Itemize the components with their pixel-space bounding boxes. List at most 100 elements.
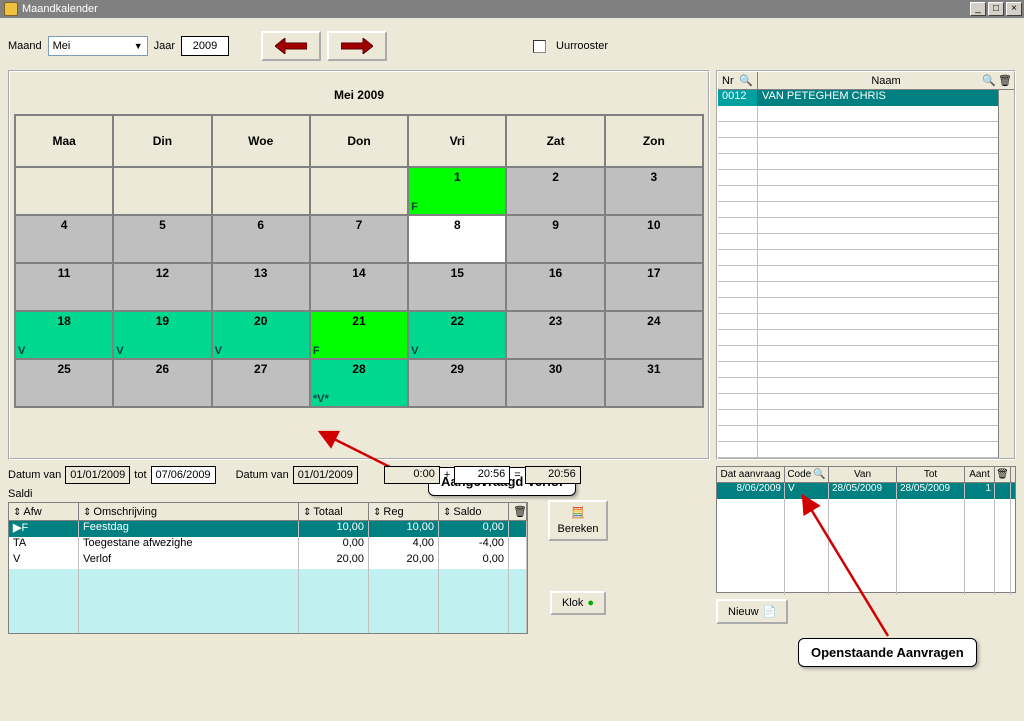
names-header-nr[interactable]: Nr🔍: [718, 72, 758, 89]
calendar-cell: [15, 167, 113, 215]
calendar-cell[interactable]: 23: [506, 311, 604, 359]
calendar-cell[interactable]: 24: [605, 311, 703, 359]
name-row-empty: [718, 394, 998, 410]
req-hdr-code[interactable]: Code🔍: [785, 467, 829, 482]
datum-van-2[interactable]: 01/01/2009: [293, 466, 358, 484]
name-row-empty: [718, 186, 998, 202]
names-panel: Nr🔍 Naam🔍🗑 0012VAN PETEGHEM CHRIS: [716, 70, 1016, 460]
calendar-cell: [212, 167, 310, 215]
calendar-cell[interactable]: 4: [15, 215, 113, 263]
req-hdr-tot[interactable]: Tot: [897, 467, 965, 482]
calendar-panel: Mei 2009 MaaDinWoeDonVriZatZon1F23456789…: [8, 70, 710, 460]
saldi-hdr-tot[interactable]: Totaal: [299, 503, 369, 520]
names-header-naam[interactable]: Naam🔍🗑: [758, 72, 1014, 89]
name-row[interactable]: 0012VAN PETEGHEM CHRIS: [718, 90, 998, 106]
calendar-cell[interactable]: 6: [212, 215, 310, 263]
saldi-row[interactable]: VVerlof20,0020,000,00: [9, 553, 527, 569]
saldi-hdr-del[interactable]: 🗑: [509, 503, 527, 520]
day-header: Woe: [212, 115, 310, 167]
calculator-icon: 🧮: [571, 506, 585, 519]
calendar-cell[interactable]: 15: [408, 263, 506, 311]
calendar-cell[interactable]: 30: [506, 359, 604, 407]
datum-van-1[interactable]: 01/01/2009: [65, 466, 130, 484]
name-row-empty: [718, 266, 998, 282]
nieuw-button[interactable]: Nieuw 📄: [716, 599, 788, 624]
datum-tot-1[interactable]: 07/06/2009: [151, 466, 216, 484]
req-hdr-del[interactable]: 🗑: [995, 467, 1011, 482]
req-hdr-dat[interactable]: Dat aanvraag: [717, 467, 785, 482]
time-1[interactable]: 0:00: [384, 466, 440, 484]
req-hdr-van[interactable]: Van: [829, 467, 897, 482]
saldi-row[interactable]: ▶FFeestdag10,0010,000,00: [9, 521, 527, 537]
next-month-button[interactable]: [327, 31, 387, 61]
saldi-hdr-oms[interactable]: Omschrijving: [79, 503, 299, 520]
day-header: Zat: [506, 115, 604, 167]
day-header: Maa: [15, 115, 113, 167]
name-row-empty: [718, 346, 998, 362]
calendar-cell[interactable]: 11: [15, 263, 113, 311]
prev-month-button[interactable]: [261, 31, 321, 61]
saldi-row[interactable]: TAToegestane afwezighe0,004,00-4,00: [9, 537, 527, 553]
minimize-button[interactable]: _: [970, 2, 986, 16]
datum-van-label-2: Datum van: [236, 469, 289, 481]
calendar-cell[interactable]: 16: [506, 263, 604, 311]
name-row-empty: [718, 138, 998, 154]
month-select[interactable]: Mei ▼: [48, 36, 148, 56]
request-row[interactable]: 8/06/2009V28/05/200928/05/20091: [717, 483, 1015, 499]
request-row-empty: [717, 563, 1015, 579]
scrollbar[interactable]: [998, 90, 1014, 458]
request-row-empty: [717, 547, 1015, 563]
callout-openstaande: Openstaande Aanvragen: [798, 638, 977, 667]
calendar-cell[interactable]: 7: [310, 215, 408, 263]
calendar-cell[interactable]: 8: [408, 215, 506, 263]
calendar-cell[interactable]: 13: [212, 263, 310, 311]
name-row-empty: [718, 122, 998, 138]
calendar-cell[interactable]: 14: [310, 263, 408, 311]
calendar-cell[interactable]: 18V: [15, 311, 113, 359]
day-header: Din: [113, 115, 211, 167]
klok-button[interactable]: Klok ●: [550, 591, 606, 615]
bereken-button[interactable]: 🧮 Bereken: [548, 500, 608, 541]
calendar-cell: [310, 167, 408, 215]
calendar-cell[interactable]: 31: [605, 359, 703, 407]
calendar-cell[interactable]: 26: [113, 359, 211, 407]
calendar-cell[interactable]: 2: [506, 167, 604, 215]
name-row-empty: [718, 218, 998, 234]
saldi-title: Saldi: [8, 488, 710, 500]
saldi-hdr-reg[interactable]: Reg: [369, 503, 439, 520]
calendar-cell[interactable]: 10: [605, 215, 703, 263]
calendar-cell[interactable]: 1F: [408, 167, 506, 215]
calendar-cell[interactable]: 25: [15, 359, 113, 407]
calendar-cell[interactable]: 9: [506, 215, 604, 263]
maximize-button[interactable]: □: [988, 2, 1004, 16]
saldi-hdr-sal[interactable]: Saldo: [439, 503, 509, 520]
name-row-empty: [718, 410, 998, 426]
calendar-cell[interactable]: 3: [605, 167, 703, 215]
calendar-cell[interactable]: 5: [113, 215, 211, 263]
month-label: Maand: [8, 40, 42, 52]
saldi-hdr-afw[interactable]: Afw: [9, 503, 79, 520]
magnify-icon: 🔍: [982, 74, 996, 87]
calendar-cell[interactable]: 17: [605, 263, 703, 311]
req-hdr-aant[interactable]: Aant: [965, 467, 995, 482]
uurrooster-checkbox[interactable]: [533, 40, 546, 53]
day-header: Don: [310, 115, 408, 167]
top-controls: Maand Mei ▼ Jaar 2009 Uurrooster: [8, 26, 1016, 66]
month-value: Mei: [53, 40, 71, 52]
time-2[interactable]: 20:56: [454, 466, 510, 484]
delete-icon[interactable]: 🗑: [998, 74, 1012, 87]
request-row-empty: [717, 499, 1015, 515]
titlebar: Maandkalender _ □ ×: [0, 0, 1024, 18]
calendar-cell[interactable]: 19V: [113, 311, 211, 359]
clock-icon: ●: [587, 597, 594, 609]
calendar-cell[interactable]: 12: [113, 263, 211, 311]
datum-van-label: Datum van: [8, 469, 61, 481]
calendar-cell[interactable]: 28*V*: [310, 359, 408, 407]
calendar-cell[interactable]: 22V: [408, 311, 506, 359]
calendar-cell[interactable]: 21F: [310, 311, 408, 359]
calendar-cell[interactable]: 27: [212, 359, 310, 407]
calendar-cell[interactable]: 29: [408, 359, 506, 407]
calendar-cell[interactable]: 20V: [212, 311, 310, 359]
close-button[interactable]: ×: [1006, 2, 1022, 16]
year-input[interactable]: 2009: [181, 36, 229, 56]
